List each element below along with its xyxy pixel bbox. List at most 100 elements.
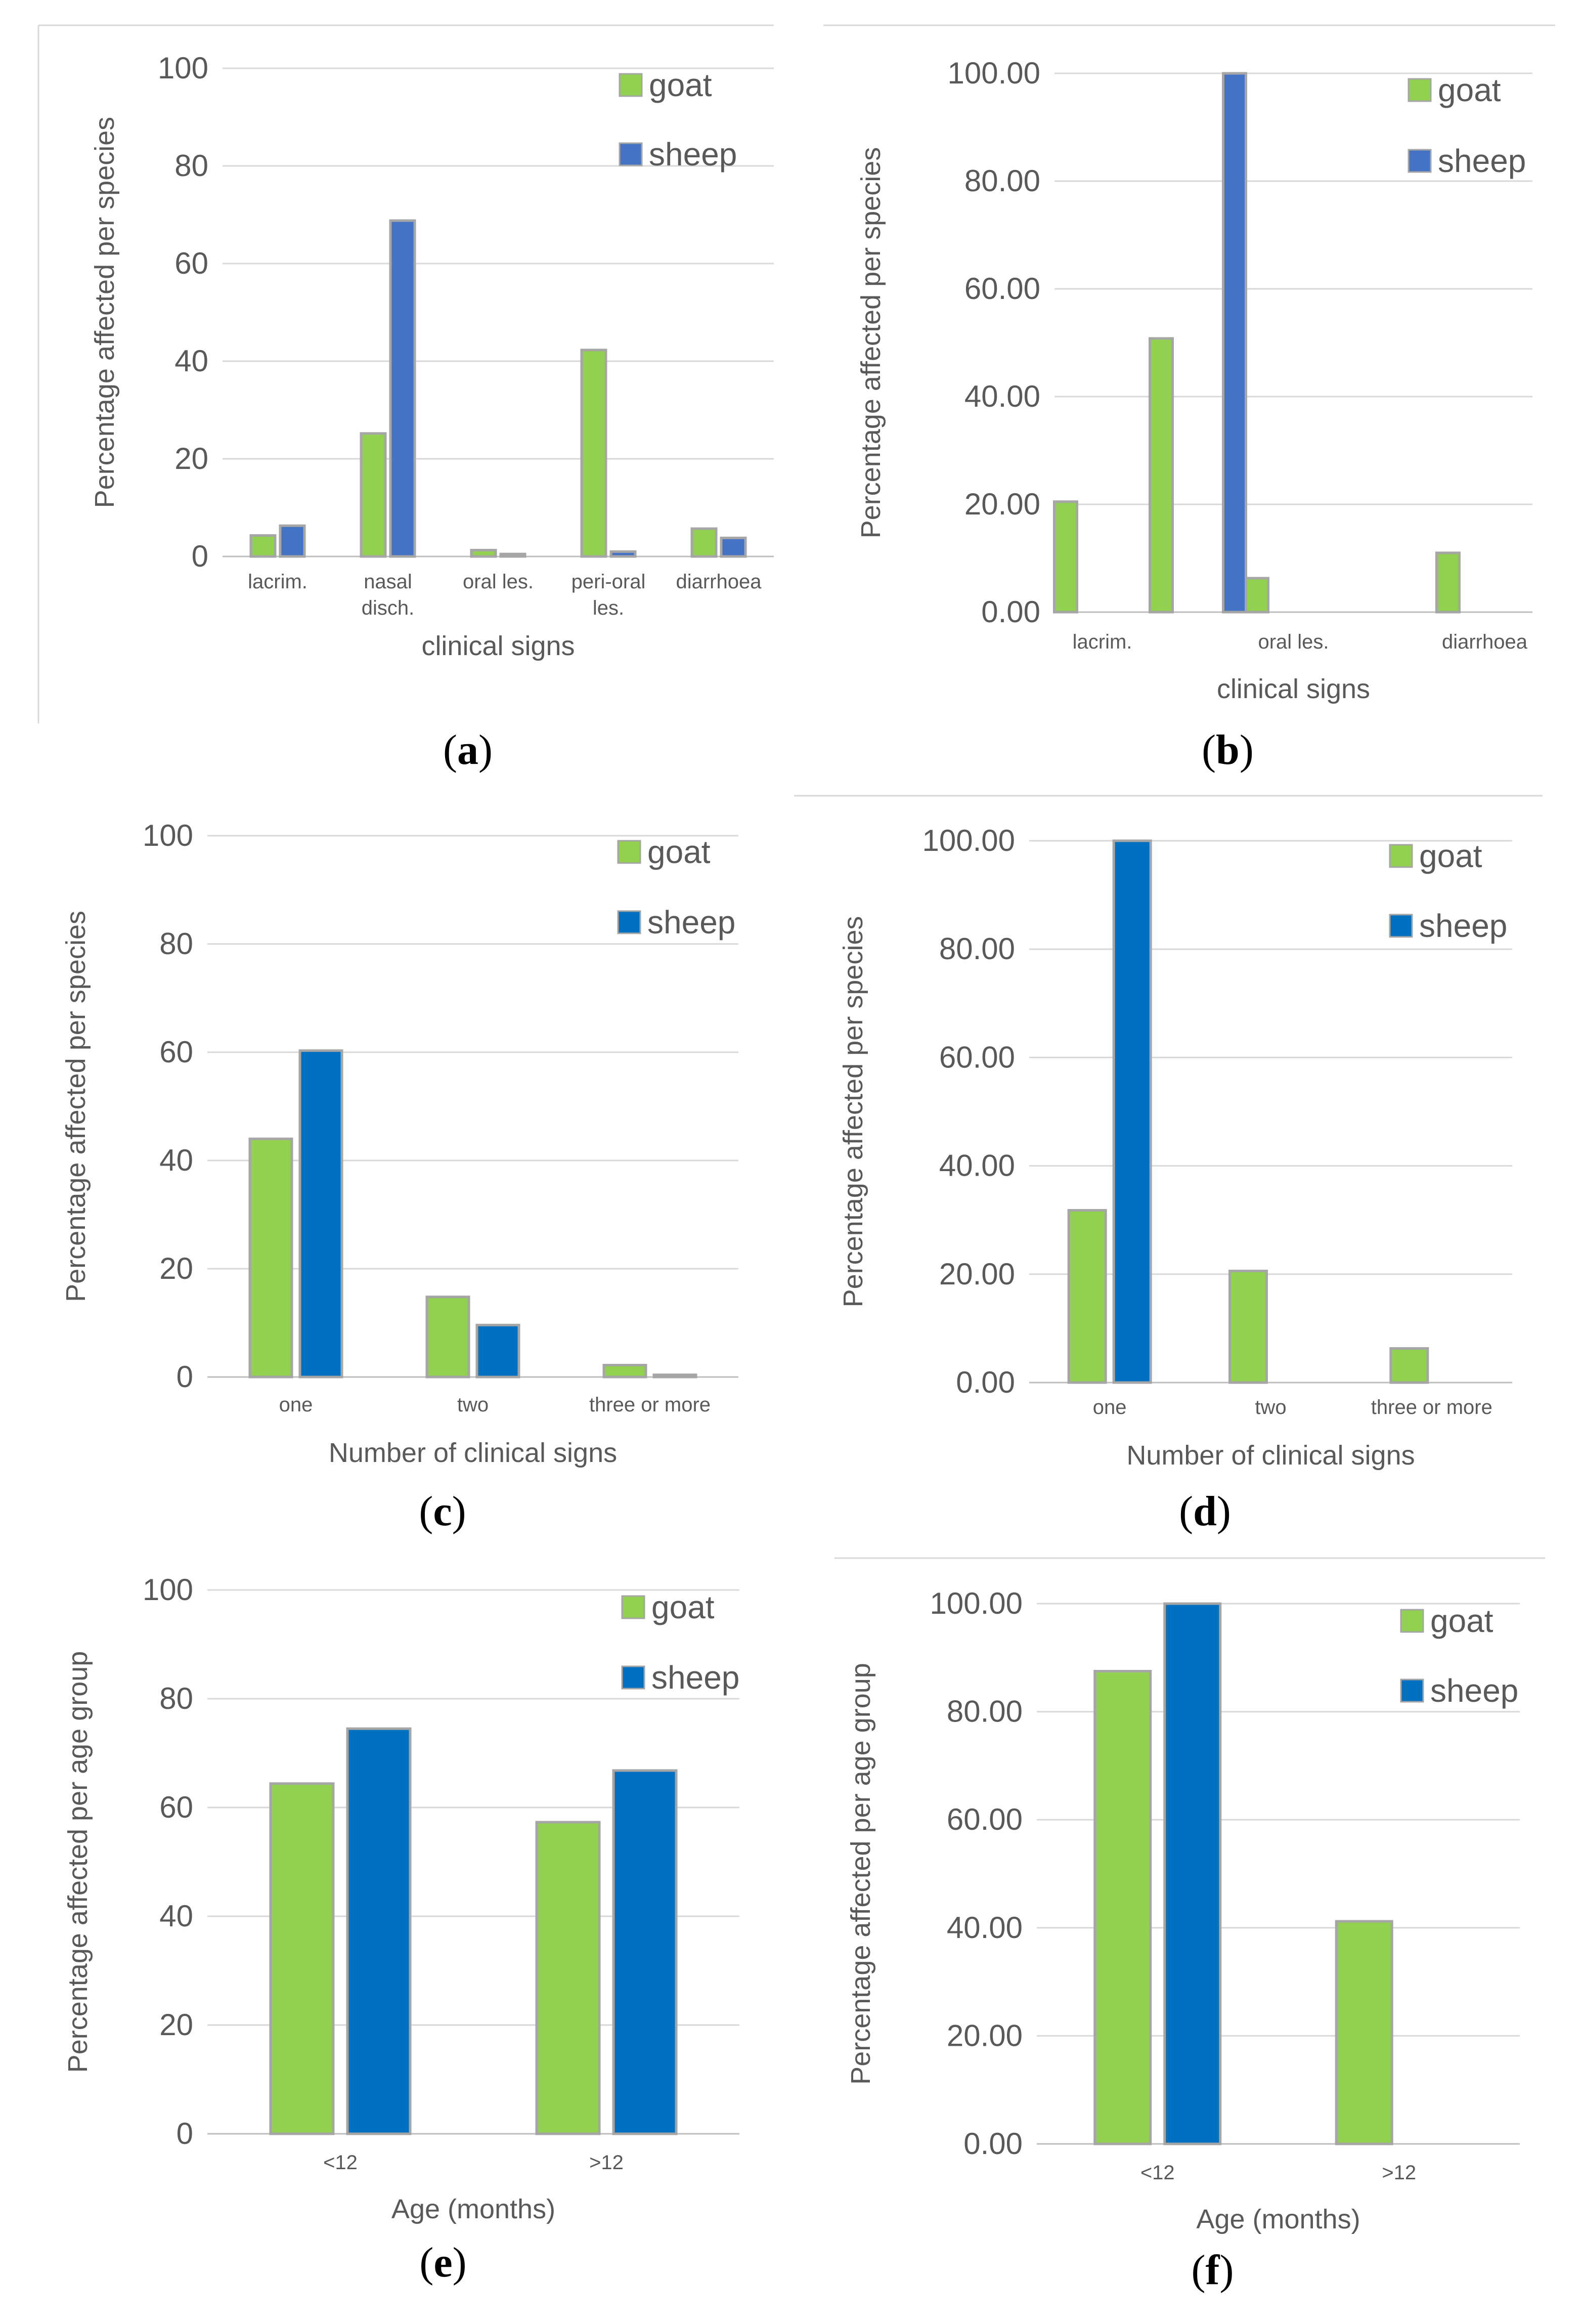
bar-sheep-4: [720, 536, 747, 558]
legend-swatch-sheep: [621, 1665, 645, 1690]
chart-panel-a: 0 20 40 60 80 100 lacrim. nasal disch. oral les. p…: [37, 24, 774, 773]
x-category-label: two: [1255, 1396, 1286, 1418]
panel-label: (e): [419, 2239, 466, 2286]
x-category-label: one: [279, 1394, 313, 1416]
y-tick-label: 80: [159, 927, 193, 961]
y-axis-title: Percentage affected per species: [856, 147, 886, 539]
y-tick-label: 0.00: [956, 1365, 1015, 1399]
x-category-label: diarrhoea: [676, 571, 762, 593]
x-category-label: oral les.: [463, 571, 534, 593]
y-tick-label: 40: [159, 1143, 193, 1177]
x-category-label: peri-oral les.: [571, 571, 646, 619]
bar-sheep-2: [652, 1373, 697, 1379]
bar-sheep-0: [279, 524, 306, 558]
chart-panel-f: 0.00 20.00 40.00 60.00 80.00 100.00 <12 >12 Age …: [834, 1557, 1545, 2294]
y-axis-title: Percentage affected per species: [61, 911, 91, 1302]
y-tick-label: 60: [159, 1035, 193, 1069]
bar-sheep-1: [475, 1323, 520, 1379]
bar-sheep-0: [1163, 1602, 1222, 2145]
bar-goat-0: [249, 534, 277, 558]
y-tick-label: 80.00: [947, 1695, 1023, 1729]
chart-panel-e: 0 20 40 60 80 100 <12 >12 Age (months) Percentage…: [63, 1573, 739, 2286]
x-axis-title: clinical signs: [421, 631, 575, 661]
legend-swatch-goat: [619, 73, 643, 97]
bar-sheep-1: [389, 219, 416, 558]
y-tick-label: 40.00: [939, 1149, 1015, 1183]
y-tick-label: 80.00: [939, 932, 1015, 966]
x-axis-title: Age (months): [391, 2194, 555, 2224]
x-category-label: two: [457, 1394, 489, 1416]
y-axis-title: Percentage affected per age group: [63, 1651, 93, 2073]
x-category-label: lacrim.: [248, 571, 307, 593]
bar-sheep-1: [612, 1769, 678, 2135]
x-category-label: three or more: [589, 1394, 711, 1416]
y-axis-title: Percentage affected per species: [90, 117, 120, 508]
x-category-label: >12: [589, 2151, 624, 2174]
y-tick-label: 60: [159, 1790, 193, 1824]
x-category-label: three or more: [1371, 1396, 1492, 1418]
y-tick-label: 0: [177, 1360, 193, 1394]
bar-sheep-0: [346, 1727, 412, 2135]
y-tick-label: 20: [159, 1252, 193, 1285]
panel-label: (d): [1179, 1488, 1231, 1535]
y-tick-label: 20: [159, 2008, 193, 2042]
bar-goat-1: [1335, 1920, 1393, 2145]
x-category-label: oral les.: [1258, 631, 1329, 653]
y-tick-label: 0: [177, 2117, 193, 2150]
legend-label-sheep: sheep: [649, 136, 737, 173]
y-tick-label: 100.00: [922, 824, 1015, 857]
legend-swatch-goat: [617, 840, 641, 864]
x-category-label: nasal disch.: [362, 571, 415, 619]
bar-goat-0: [269, 1782, 335, 2135]
legend-swatch-sheep: [1408, 149, 1432, 173]
y-tick-label: 0.00: [963, 2127, 1023, 2161]
legend-swatch-goat: [1400, 1609, 1424, 1633]
bar-goat-1: [535, 1821, 601, 2135]
bar-goat-1: [360, 432, 387, 558]
bar-goat-0: [248, 1137, 293, 1379]
x-axis-title: clinical signs: [1217, 674, 1370, 704]
chart-panel-d: 0.00 20.00 40.00 60.00 80.00 100.00 one two thre…: [794, 795, 1543, 1535]
legend-swatch-goat: [1408, 78, 1432, 102]
legend-label-goat: goat: [1430, 1603, 1493, 1639]
y-tick-label: 100.00: [930, 1586, 1023, 1620]
legend-label-sheep: sheep: [647, 904, 735, 940]
y-axis-title: Percentage affected per age group: [846, 1663, 876, 2085]
bar-goat-3: [580, 349, 607, 558]
y-tick-label: 0.00: [981, 595, 1040, 629]
legend-label-goat: goat: [647, 834, 711, 870]
x-axis-title: Number of clinical signs: [1126, 1440, 1415, 1471]
legend-swatch-sheep: [1389, 914, 1413, 938]
bar-goat-2: [602, 1363, 647, 1379]
y-tick-label: 60.00: [947, 1802, 1023, 1836]
bar-sheep-1: [1222, 72, 1247, 614]
panel-label: (c): [419, 1488, 466, 1535]
bar-goat-1: [425, 1296, 470, 1379]
legend-label-sheep: sheep: [1419, 908, 1507, 944]
y-tick-label: 40: [174, 344, 208, 378]
legend-swatch-sheep: [617, 910, 641, 934]
y-tick-label: 80.00: [964, 164, 1040, 198]
x-axis-title: Age (months): [1196, 2204, 1360, 2234]
panel-label: (f): [1192, 2247, 1234, 2294]
legend-swatch-goat: [1389, 844, 1413, 868]
bar-goat-1: [1228, 1269, 1268, 1384]
bar-sheep-3: [609, 550, 637, 558]
x-category-label: <12: [1140, 2162, 1175, 2184]
y-tick-label: 80: [159, 1682, 193, 1715]
legend-swatch-goat: [621, 1595, 645, 1619]
legend-label-sheep: sheep: [651, 1659, 739, 1696]
x-axis-title: Number of clinical signs: [329, 1438, 617, 1468]
chart-panel-c: 0 20 40 60 80 100 one two three or more Number of…: [61, 819, 738, 1535]
chart-panel-b: 0.00 20.00 40.00 60.00 80.00 100.00 lacrim. ora…: [823, 24, 1555, 773]
y-tick-label: 100.00: [947, 56, 1040, 90]
y-axis-title: Percentage affected per species: [838, 916, 868, 1308]
bar-sheep-0: [298, 1049, 343, 1379]
bar-goat-0: [1067, 1209, 1107, 1384]
bar-goat-0: [1093, 1670, 1152, 2145]
y-tick-label: 0: [192, 539, 208, 573]
bar-goat-2: [1244, 577, 1269, 614]
y-tick-label: 60.00: [939, 1040, 1015, 1074]
panel-label: (b): [1202, 726, 1254, 773]
